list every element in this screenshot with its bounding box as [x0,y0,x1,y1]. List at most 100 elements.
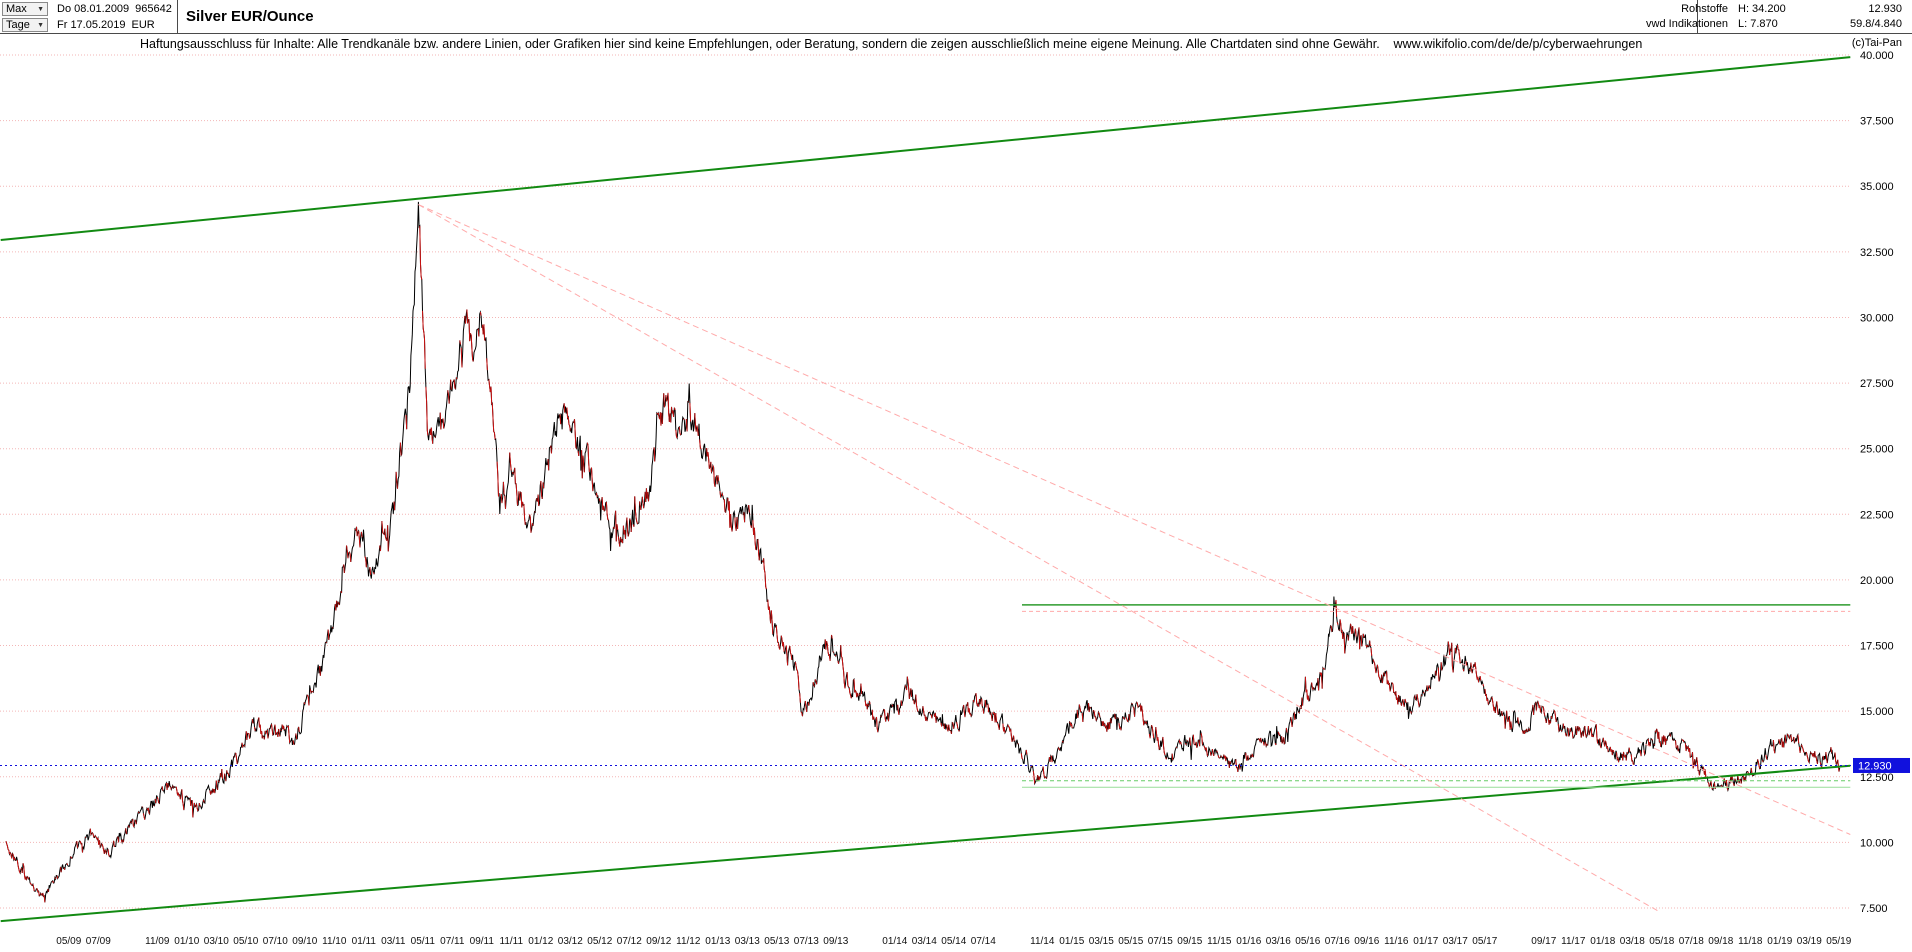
chart-controls: Max ▼ Do 08.01.2009 965642 Tage ▼ Fr 17.… [2,1,174,33]
x-axis-label: 07/11 [440,936,465,947]
x-axis-label: 09/11 [470,936,495,947]
caret-down-icon: ▼ [37,5,44,13]
x-axis-label: 11/17 [1561,936,1586,947]
header-separator [177,0,178,33]
x-axis-label: 09/18 [1708,936,1733,947]
x-axis-label: 05/09 [56,936,81,947]
x-axis-label: 03/10 [204,936,229,947]
x-axis-label: 01/12 [528,936,553,947]
price-series [5,201,1841,903]
x-axis-label: 01/18 [1590,936,1615,947]
quote-info-panel: Rohstoffe H: 34.200 12.930 vwd Indikatio… [1646,2,1902,32]
range-dropdown-label: Max [6,3,27,15]
period-dropdown[interactable]: Tage ▼ [2,18,48,32]
x-axis-label: 03/13 [735,936,760,947]
x-axis-label: 09/12 [646,936,671,947]
range-value: 59.8/4.840 [1850,18,1902,30]
x-axis-label: 09/17 [1531,936,1556,947]
x-axis-label: 09/13 [823,936,848,947]
x-axis-label: 07/12 [617,936,642,947]
x-axis-label: 09/16 [1354,936,1379,947]
y-axis-label: 17.500 [1860,641,1894,653]
y-axis-label: 25.000 [1860,444,1894,456]
x-axis-label: 07/14 [971,936,996,947]
y-axis-label: 32.500 [1860,247,1894,259]
x-axis-label: 01/13 [705,936,730,947]
x-axis-label: 05/12 [587,936,612,947]
y-axis-label: 20.000 [1860,575,1894,587]
x-axis-label: 01/16 [1236,936,1261,947]
x-axis-label: 11/18 [1738,936,1763,947]
currency-label: EUR [131,19,155,31]
x-axis-label: 01/14 [882,936,907,947]
x-axis-label: 05/14 [941,936,966,947]
end-date: Fr 17.05.2019 [57,19,126,31]
x-axis-label: 01/17 [1413,936,1438,947]
current-price-badge [1853,757,1910,773]
header-separator [1697,0,1698,33]
x-axis-label: 05/15 [1118,936,1143,947]
range-dropdown[interactable]: Max ▼ [2,2,48,16]
copyright-label: (c)Tai-Pan [1851,37,1902,49]
y-axis-label: 35.000 [1860,181,1894,193]
x-axis-label: 11/15 [1207,936,1232,947]
x-axis-label: 01/15 [1059,936,1084,947]
caret-down-icon: ▼ [37,21,44,29]
trendline-channel-top [0,56,1851,241]
x-axis-label: 05/18 [1649,936,1674,947]
instrument-id: 965642 [135,3,172,15]
start-date: Do 08.01.2009 [57,3,130,15]
category-label: Rohstoffe [1681,3,1728,15]
source-label: vwd Indikationen [1646,18,1728,30]
x-axis-label: 05/13 [764,936,789,947]
x-axis-label: 11/11 [500,936,524,947]
period-dropdown-label: Tage [6,19,30,31]
x-axis-label: 03/15 [1089,936,1114,947]
x-axis-label: 03/17 [1443,936,1468,947]
disclaimer-text: Haftungsausschluss für Inhalte: Alle Tre… [140,37,1643,51]
current-price-label: 12.930 [1858,760,1892,772]
y-axis-label: 40.000 [1860,50,1894,62]
x-axis-label: 01/10 [174,936,199,947]
x-axis-label: 07/18 [1679,936,1704,947]
x-axis-label: 07/16 [1325,936,1350,947]
price-series-down-days [5,225,1840,903]
x-axis-label: 03/12 [558,936,583,947]
trendline-channel-bottom [0,764,1851,923]
x-axis-label: 11/12 [676,936,701,947]
x-axis-label: 11/10 [322,936,347,947]
y-axis-label: 22.500 [1860,509,1894,521]
trendline-fan-line-2 [418,204,1658,912]
x-axis-label: 05/16 [1295,936,1320,947]
low-value: L: 7.870 [1738,18,1778,30]
y-axis-label: 7.500 [1860,903,1888,915]
x-axis-label: 03/18 [1620,936,1645,947]
y-axis-label: 10.000 [1860,837,1894,849]
x-axis-label: 05/19 [1826,936,1851,947]
x-axis-label: 11/16 [1384,936,1409,947]
x-axis-label: 03/19 [1797,936,1822,947]
y-axis-label: 37.500 [1860,116,1894,128]
high-value: H: 34.200 [1738,3,1786,15]
period-row: Tage ▼ Fr 17.05.2019 EUR [2,17,174,33]
x-axis-label: 07/15 [1148,936,1173,947]
x-axis-label: 09/10 [292,936,317,947]
y-axis-label: 27.500 [1860,378,1894,390]
y-axis-label: 15.000 [1860,706,1894,718]
y-axis-label: 30.000 [1860,312,1894,324]
x-axis-label: 03/16 [1266,936,1291,947]
x-axis-label: 03/11 [381,936,406,947]
x-axis-label: 11/14 [1030,936,1055,947]
last-price: 12.930 [1868,3,1902,15]
x-axis-label: 05/17 [1472,936,1497,947]
x-axis-label: 05/11 [411,936,436,947]
trendline-fan-line-1 [418,204,1851,835]
x-axis-label: 09/15 [1177,936,1202,947]
y-axis-label: 12.500 [1860,772,1894,784]
x-axis-label: 07/13 [794,936,819,947]
toolbar: Max ▼ Do 08.01.2009 965642 Tage ▼ Fr 17.… [0,0,1912,34]
x-axis-label: 01/19 [1767,936,1792,947]
x-axis-label: 07/09 [86,936,111,947]
